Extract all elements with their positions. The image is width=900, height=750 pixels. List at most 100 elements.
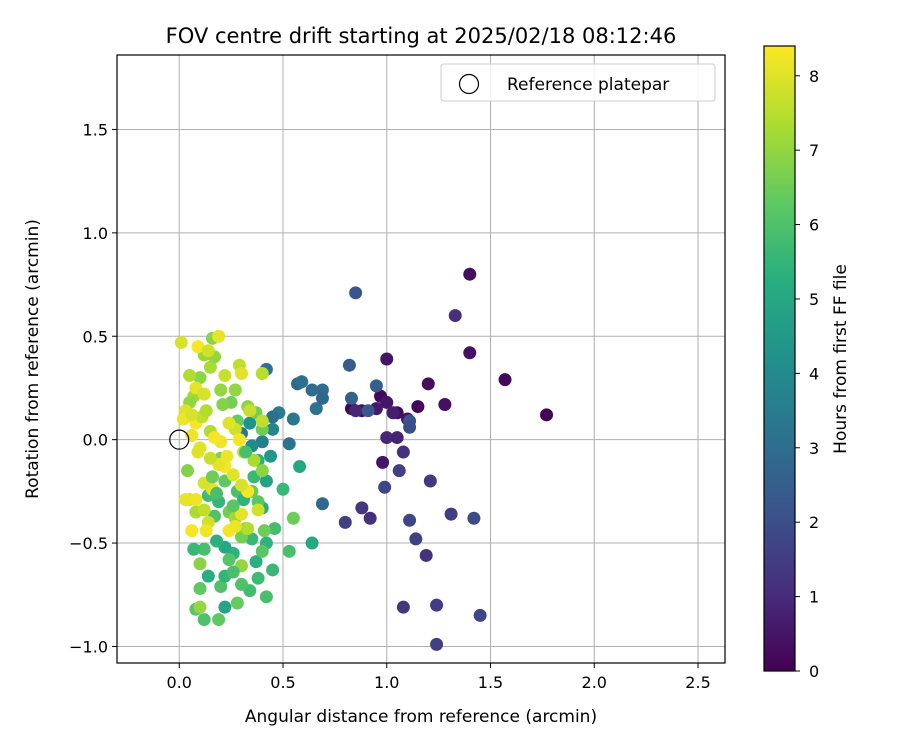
data-point <box>295 375 309 389</box>
data-point <box>222 416 236 430</box>
data-point <box>193 600 207 614</box>
data-point <box>349 404 363 418</box>
data-point <box>409 532 423 546</box>
data-point <box>268 522 282 536</box>
data-point <box>228 520 242 534</box>
data-point <box>349 286 363 300</box>
data-point <box>282 437 296 451</box>
data-point <box>430 637 444 651</box>
data-point <box>235 366 249 380</box>
data-point <box>241 522 255 536</box>
data-point <box>380 431 394 445</box>
colorbar-gradient <box>763 45 796 672</box>
y-tick-label: 0.0 <box>83 431 108 450</box>
data-point <box>421 377 435 391</box>
data-point <box>276 482 290 496</box>
data-point <box>235 478 249 492</box>
data-point <box>396 600 410 614</box>
x-axis-label: Angular distance from reference (arcmin) <box>245 707 597 727</box>
data-point <box>463 267 477 281</box>
data-point <box>257 524 271 538</box>
x-tick-label: 0.5 <box>270 673 295 692</box>
y-tick-label: −0.5 <box>69 534 108 553</box>
colorbar-tick-label: 8 <box>809 67 819 86</box>
data-point <box>183 369 197 383</box>
reference-marker-group <box>169 429 190 450</box>
data-point <box>239 445 253 459</box>
data-point <box>235 507 249 521</box>
data-point <box>210 534 224 548</box>
data-point <box>430 598 444 612</box>
chart-title: FOV centre drift starting at 2025/02/18 … <box>166 24 677 48</box>
data-point <box>235 577 249 591</box>
data-point <box>266 410 280 424</box>
data-point <box>185 524 199 538</box>
y-tick-label: 1.5 <box>83 120 108 139</box>
data-point <box>197 503 211 517</box>
colorbar-ticks: 0 1 2 3 4 5 6 7 8 <box>795 67 819 681</box>
data-point <box>498 373 512 387</box>
data-point <box>293 460 307 474</box>
data-point <box>463 346 477 360</box>
colorbar: 0 1 2 3 4 5 6 7 8 Hours from first FF file <box>763 45 851 681</box>
x-tick-label: 1.5 <box>478 673 503 692</box>
legend-marker-open-circle <box>458 73 480 95</box>
data-point <box>378 480 392 494</box>
data-point <box>203 451 217 465</box>
colorbar-tick-label: 5 <box>809 290 819 309</box>
data-point <box>199 404 213 418</box>
data-point <box>255 435 269 449</box>
data-point <box>403 420 417 434</box>
data-point <box>218 369 232 383</box>
data-point <box>199 524 213 538</box>
data-point <box>380 352 394 366</box>
data-point <box>249 555 263 569</box>
data-point <box>226 468 240 482</box>
data-point <box>187 542 201 556</box>
data-point <box>255 414 269 428</box>
colorbar-tick-label: 1 <box>809 588 819 607</box>
plot-frame <box>116 54 726 664</box>
data-point <box>363 511 377 525</box>
data-point <box>255 544 269 558</box>
colorbar-tick-label: 3 <box>809 439 819 458</box>
x-tick-label: 1.0 <box>374 673 399 692</box>
data-point <box>210 486 224 500</box>
data-point <box>338 515 352 529</box>
data-point <box>473 608 487 622</box>
data-point <box>264 449 278 463</box>
data-point <box>191 445 205 459</box>
colorbar-tick-label: 2 <box>809 513 819 532</box>
data-point <box>411 400 425 414</box>
data-point <box>419 548 433 562</box>
data-point <box>266 422 280 436</box>
data-point <box>266 563 280 577</box>
data-point <box>212 613 226 627</box>
data-point <box>193 582 207 596</box>
data-point <box>390 431 404 445</box>
data-point <box>247 453 261 467</box>
data-point <box>243 404 257 418</box>
y-tick-label: 0.5 <box>83 327 108 346</box>
legend: Reference platepar <box>440 63 716 102</box>
data-point <box>232 433 246 447</box>
data-point <box>197 613 211 627</box>
data-point <box>305 383 319 397</box>
colorbar-tick-label: 7 <box>809 141 819 160</box>
data-point <box>305 536 319 550</box>
data-point <box>216 397 230 411</box>
x-tick-label: 2.0 <box>582 673 607 692</box>
y-tick-label: −1.0 <box>69 637 108 656</box>
data-point <box>259 474 273 488</box>
data-point <box>403 513 417 527</box>
data-points <box>174 267 554 651</box>
data-point <box>315 391 329 405</box>
data-point <box>212 329 226 343</box>
data-point <box>230 596 244 610</box>
data-point <box>444 507 458 521</box>
data-point <box>380 395 394 409</box>
data-point <box>392 464 406 478</box>
colorbar-label: Hours from first FF file <box>831 264 851 454</box>
data-point <box>245 532 259 546</box>
